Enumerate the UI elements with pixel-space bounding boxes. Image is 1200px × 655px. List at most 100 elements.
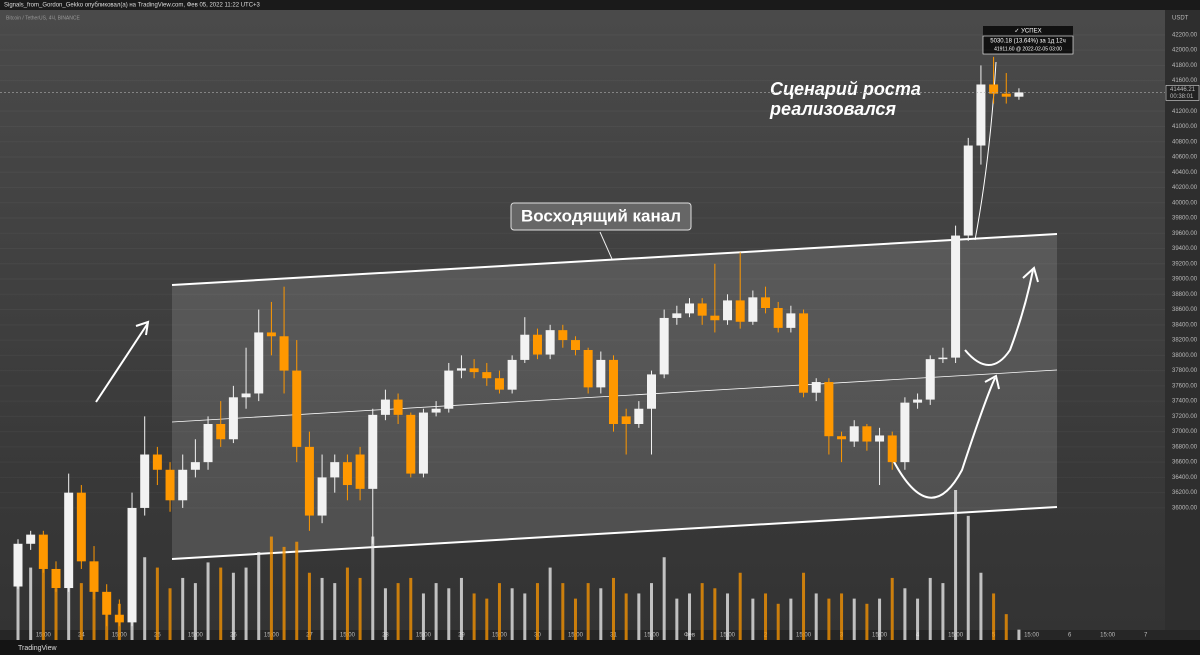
volume-bar (345, 567, 349, 640)
volume-bar (941, 583, 945, 640)
candle-body (418, 412, 428, 474)
candle-body (849, 426, 859, 442)
channel-label-box (510, 202, 692, 231)
y-tick-label: 38200.00 (1172, 338, 1198, 344)
x-tick-label: 15:00 (1024, 633, 1040, 639)
candle-body (824, 382, 834, 437)
candle-body (583, 349, 593, 388)
candle-body (342, 462, 352, 486)
volume-bar (257, 552, 261, 640)
y-tick-label: 40200.00 (1172, 185, 1198, 191)
y-tick-label: 41600.00 (1172, 78, 1198, 84)
candle-body (761, 297, 771, 309)
volume-bar (650, 583, 653, 640)
y-tick-label: 40800.00 (1172, 139, 1198, 145)
y-tick-label: 37200.00 (1172, 414, 1198, 420)
candle-body (685, 303, 695, 314)
status-box (983, 26, 1073, 36)
volume-bar (155, 567, 159, 640)
candle-body (304, 446, 314, 516)
candle-body (532, 334, 542, 355)
candle-body (292, 370, 302, 447)
volume-bar (219, 567, 223, 640)
y-tick-label: 38800.00 (1172, 292, 1198, 298)
volume-bar (979, 572, 983, 640)
candle-body (368, 414, 378, 489)
candle-body (317, 477, 327, 516)
candle-body (634, 408, 644, 424)
x-tick-label: 7 (1144, 633, 1148, 639)
candle-body (938, 357, 948, 360)
volume-bar (282, 546, 286, 640)
candle-body (38, 534, 48, 569)
volume-bar (231, 572, 235, 640)
volume-bar (320, 577, 324, 640)
peak: 41911.60 @ 2022-02-05 03:00 (994, 46, 1062, 52)
volume-bar (54, 588, 58, 640)
y-tick-label: 41000.00 (1172, 124, 1198, 130)
candle-body (494, 378, 504, 390)
candle-body (431, 408, 441, 413)
channel-label: Восходящий канал (521, 206, 681, 225)
volume-bar (510, 588, 514, 640)
last-price-label: 41446.21 (1170, 87, 1196, 93)
y-tick-label: 42000.00 (1172, 48, 1198, 54)
y-tick-label: 40400.00 (1172, 170, 1198, 176)
header-bar (0, 0, 1200, 10)
publisher: Signals_from_Gordon_Gekko опубликовал(а)… (4, 3, 261, 9)
volume-bar (599, 588, 603, 640)
candle-body (1001, 93, 1011, 97)
volume-bar (814, 593, 818, 640)
volume-bar (903, 588, 907, 640)
candle-body (216, 424, 226, 440)
volume-bar (333, 583, 337, 640)
volume-bar (624, 593, 628, 640)
candle-body (254, 332, 264, 394)
volume-bar (92, 577, 96, 640)
volume-bar (41, 562, 45, 640)
y-tick-label: 41800.00 (1172, 63, 1198, 69)
y-tick-label: 37400.00 (1172, 399, 1198, 405)
candle-body (647, 374, 656, 409)
candle-body (925, 359, 935, 400)
candle-body (482, 372, 492, 379)
y-tick-label: 36200.00 (1172, 490, 1198, 496)
candle-body (406, 414, 416, 474)
volume-bar (954, 490, 958, 640)
volume-bar (966, 515, 970, 640)
volume-bar (916, 598, 920, 640)
candle-body (773, 308, 783, 328)
footer-brand: TradingView (18, 645, 57, 652)
countdown: 00:38:01 (1170, 94, 1194, 100)
volume-bar (789, 598, 793, 640)
volume-bar (485, 598, 489, 640)
y-tick-label: 37000.00 (1172, 429, 1198, 435)
x-tick-label: 15:00 (1100, 633, 1116, 639)
candle-body (190, 462, 200, 470)
y-tick-label: 36400.00 (1172, 475, 1198, 481)
candle-body (51, 568, 61, 589)
volume-bar (434, 583, 438, 640)
x-tick-label: 6 (1068, 633, 1072, 639)
volume-bar (523, 593, 527, 640)
candle-body (735, 300, 745, 322)
scenario-label: Сценарий роста (770, 79, 921, 99)
candle-body (799, 313, 809, 393)
candle-body (608, 359, 618, 424)
candle-body (444, 370, 454, 409)
volume-bar (637, 593, 641, 640)
candle-body (507, 359, 517, 390)
y-tick-label: 40600.00 (1172, 155, 1198, 161)
candle-body (900, 402, 910, 463)
candle-body (723, 300, 733, 321)
volume-bar (295, 541, 299, 640)
volume-bar (662, 557, 666, 640)
candle-body (127, 507, 137, 623)
candle-body (989, 84, 999, 94)
volume-bar (992, 593, 996, 640)
candle-body (266, 332, 276, 337)
candle-body (178, 469, 188, 501)
candle-body (89, 561, 99, 592)
candle-body (811, 382, 821, 393)
candle-body (976, 84, 986, 146)
